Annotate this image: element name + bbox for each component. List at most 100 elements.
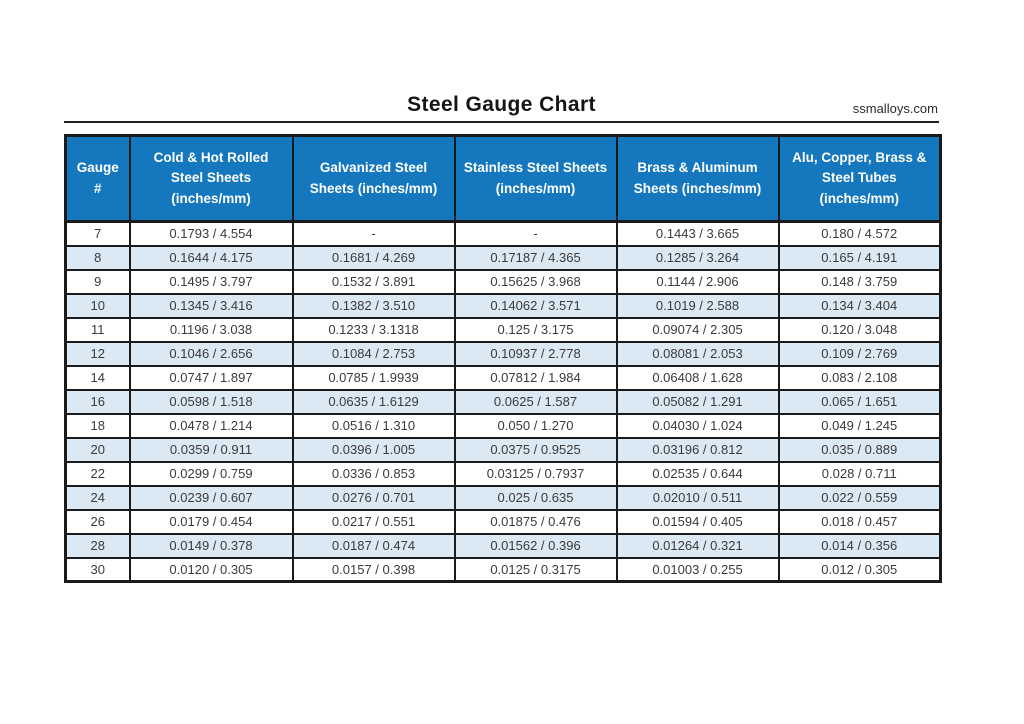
gauge-value-cell: 0.049 / 1.245: [777, 412, 942, 439]
gauge-value-cell: 0.165 / 4.191: [777, 244, 942, 271]
gauge-value-cell: 0.0635 / 1.6129: [291, 388, 456, 415]
gauge-value-cell: 0.0598 / 1.518: [128, 388, 294, 415]
gauge-number-cell: 16: [64, 388, 131, 415]
gauge-value-cell: 0.0625 / 1.587: [453, 388, 618, 415]
gauge-value-cell: 0.10937 / 2.778: [453, 340, 618, 367]
gauge-number-cell: 22: [64, 460, 131, 487]
table-row: 9 0.1495 / 3.797 0.1532 / 3.891 0.15625 / 3…: [64, 268, 942, 295]
table-row: 28 0.0149 / 0.378 0.0187 / 0.474 0.01562 / …: [64, 532, 942, 559]
gauge-number-cell: 14: [64, 364, 131, 391]
gauge-value-cell: 0.1084 / 2.753: [291, 340, 456, 367]
gauge-value-cell: 0.03125 / 0.7937: [453, 460, 618, 487]
gauge-number-cell: 26: [64, 508, 131, 535]
gauge-value-cell: 0.01875 / 0.476: [453, 508, 618, 535]
gauge-number-cell: 18: [64, 412, 131, 439]
gauge-value-cell: 0.0396 / 1.005: [291, 436, 456, 463]
gauge-value-cell: 0.0125 / 0.3175: [453, 556, 618, 583]
gauge-value-cell: 0.1196 / 3.038: [128, 316, 294, 343]
gauge-value-cell: 0.01003 / 0.255: [615, 556, 780, 583]
gauge-value-cell: 0.09074 / 2.305: [615, 316, 780, 343]
gauge-value-cell: 0.15625 / 3.968: [453, 268, 618, 295]
gauge-value-cell: 0.120 / 3.048: [777, 316, 942, 343]
gauge-number-cell: 20: [64, 436, 131, 463]
gauge-value-cell: 0.1285 / 3.264: [615, 244, 780, 271]
gauge-value-cell: 0.0217 / 0.551: [291, 508, 456, 535]
table-body: 7 0.1793 / 4.554- -0.1443 / 3.665 0.180 / 4…: [64, 220, 942, 583]
gauge-value-cell: 0.08081 / 2.053: [615, 340, 780, 367]
table-row: 26 0.0179 / 0.454 0.0217 / 0.551 0.01875 / …: [64, 508, 942, 535]
gauge-number-cell: 28: [64, 532, 131, 559]
gauge-value-cell: 0.05082 / 1.291: [615, 388, 780, 415]
gauge-number-cell: 30: [64, 556, 131, 583]
gauge-value-cell: 0.018 / 0.457: [777, 508, 942, 535]
gauge-value-cell: 0.01562 / 0.396: [453, 532, 618, 559]
gauge-value-cell: 0.03196 / 0.812: [615, 436, 780, 463]
table-row: 11 0.1196 / 3.038 0.1233 / 3.1318 0.125 / 3…: [64, 316, 942, 343]
gauge-value-cell: 0.04030 / 1.024: [615, 412, 780, 439]
column-header-stainless: Stainless Steel Sheets (inches/mm): [453, 134, 618, 223]
website-text: ssmalloys.com: [852, 101, 938, 116]
gauge-number-cell: 9: [64, 268, 131, 295]
gauge-number-cell: 7: [64, 220, 131, 247]
gauge-value-cell: 0.1495 / 3.797: [128, 268, 294, 295]
gauge-number-cell: 12: [64, 340, 131, 367]
gauge-value-cell: 0.065 / 1.651: [777, 388, 942, 415]
column-header-gauge: Gauge #: [64, 134, 131, 223]
gauge-value-cell: -: [453, 220, 618, 247]
gauge-value-cell: 0.1046 / 2.656: [128, 340, 294, 367]
gauge-number-cell: 11: [64, 316, 131, 343]
gauge-value-cell: 0.180 / 4.572: [777, 220, 942, 247]
gauge-value-cell: 0.014 / 0.356: [777, 532, 942, 559]
gauge-value-cell: 0.0120 / 0.305: [128, 556, 294, 583]
gauge-value-cell: 0.0478 / 1.214: [128, 412, 294, 439]
gauge-value-cell: 0.1233 / 3.1318: [291, 316, 456, 343]
column-header-brass-aluminum: Brass & Aluminum Sheets (inches/mm): [615, 134, 780, 223]
gauge-value-cell: 0.035 / 0.889: [777, 436, 942, 463]
gauge-value-cell: 0.06408 / 1.628: [615, 364, 780, 391]
gauge-value-cell: 0.0276 / 0.701: [291, 484, 456, 511]
gauge-value-cell: 0.01264 / 0.321: [615, 532, 780, 559]
gauge-value-cell: 0.012 / 0.305: [777, 556, 942, 583]
table-row: 30 0.0120 / 0.305 0.0157 / 0.398 0.0125 / 0…: [64, 556, 942, 583]
column-header-cold-hot-rolled: Cold & Hot Rolled Steel Sheets (inches/m…: [128, 134, 294, 223]
gauge-value-cell: 0.0149 / 0.378: [128, 532, 294, 559]
table-row: 7 0.1793 / 4.554- -0.1443 / 3.665 0.180 / 4…: [64, 220, 942, 247]
gauge-value-cell: 0.1382 / 3.510: [291, 292, 456, 319]
gauge-value-cell: 0.1144 / 2.906: [615, 268, 780, 295]
gauge-value-cell: 0.1019 / 2.588: [615, 292, 780, 319]
gauge-number-cell: 10: [64, 292, 131, 319]
column-header-tubes: Alu, Copper, Brass & Steel Tubes (inches…: [777, 134, 942, 223]
table-row: 22 0.0299 / 0.759 0.0336 / 0.853 0.03125 / …: [64, 460, 942, 487]
gauge-value-cell: 0.148 / 3.759: [777, 268, 942, 295]
gauge-value-cell: 0.1345 / 3.416: [128, 292, 294, 319]
gauge-value-cell: 0.109 / 2.769: [777, 340, 942, 367]
table-row: 24 0.0239 / 0.607 0.0276 / 0.701 0.025 / 0.…: [64, 484, 942, 511]
page-header: Steel Gauge Chart ssmalloys.com: [64, 0, 939, 134]
gauge-value-cell: -: [291, 220, 456, 247]
gauge-value-cell: 0.0299 / 0.759: [128, 460, 294, 487]
gauge-value-cell: 0.1532 / 3.891: [291, 268, 456, 295]
gauge-value-cell: 0.1644 / 4.175: [128, 244, 294, 271]
gauge-value-cell: 0.028 / 0.711: [777, 460, 942, 487]
gauge-value-cell: 0.0747 / 1.897: [128, 364, 294, 391]
gauge-value-cell: 0.0785 / 1.9939: [291, 364, 456, 391]
table-row: 20 0.0359 / 0.911 0.0396 / 1.005 0.0375 / 0…: [64, 436, 942, 463]
gauge-value-cell: 0.0359 / 0.911: [128, 436, 294, 463]
gauge-value-cell: 0.1793 / 4.554: [128, 220, 294, 247]
gauge-value-cell: 0.02010 / 0.511: [615, 484, 780, 511]
table-header-row: Gauge # Cold & Hot Rolled Steel Sheets (…: [64, 134, 942, 223]
gauge-value-cell: 0.0239 / 0.607: [128, 484, 294, 511]
gauge-value-cell: 0.02535 / 0.644: [615, 460, 780, 487]
gauge-value-cell: 0.134 / 3.404: [777, 292, 942, 319]
gauge-value-cell: 0.1681 / 4.269: [291, 244, 456, 271]
gauge-value-cell: 0.083 / 2.108: [777, 364, 942, 391]
title-rule: [64, 121, 939, 123]
gauge-number-cell: 8: [64, 244, 131, 271]
table-row: 12 0.1046 / 2.656 0.1084 / 2.753 0.10937 / …: [64, 340, 942, 367]
gauge-value-cell: 0.0179 / 0.454: [128, 508, 294, 535]
table-row: 8 0.1644 / 4.175 0.1681 / 4.269 0.17187 / 4…: [64, 244, 942, 271]
gauge-value-cell: 0.1443 / 3.665: [615, 220, 780, 247]
table-row: 14 0.0747 / 1.897 0.0785 / 1.9939 0.07812 /…: [64, 364, 942, 391]
gauge-value-cell: 0.050 / 1.270: [453, 412, 618, 439]
gauge-value-cell: 0.07812 / 1.984: [453, 364, 618, 391]
